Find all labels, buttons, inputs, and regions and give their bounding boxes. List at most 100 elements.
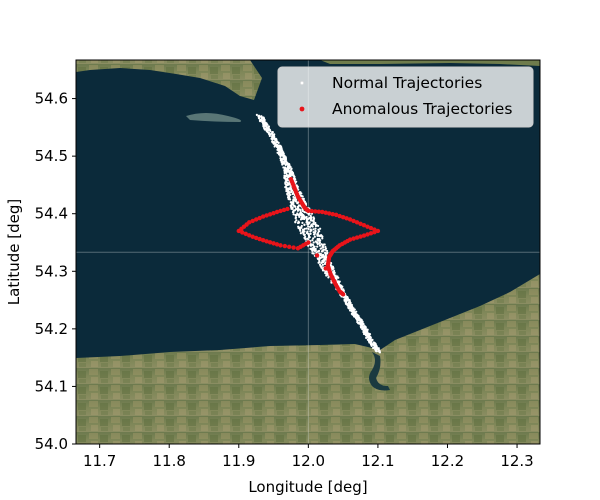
- normal-point: [375, 350, 377, 352]
- normal-point: [313, 241, 315, 243]
- normal-point: [302, 195, 304, 197]
- normal-point: [294, 221, 296, 223]
- normal-point: [326, 250, 328, 252]
- normal-point: [259, 120, 261, 122]
- anomalous-point: [283, 244, 287, 248]
- normal-point: [292, 213, 294, 215]
- normal-point: [285, 163, 287, 165]
- normal-point: [302, 210, 304, 212]
- normal-point: [309, 233, 311, 235]
- normal-point: [268, 125, 270, 127]
- normal-point: [321, 237, 323, 239]
- normal-point: [317, 262, 319, 264]
- normal-point: [263, 125, 265, 127]
- normal-point: [365, 326, 367, 328]
- normal-point: [307, 228, 309, 230]
- normal-point: [366, 331, 368, 333]
- normal-point: [371, 345, 373, 347]
- normal-point: [297, 210, 299, 212]
- normal-point: [320, 248, 322, 250]
- normal-point: [324, 263, 326, 265]
- normal-point: [327, 276, 329, 278]
- legend-label-normal: Normal Trajectories: [332, 74, 482, 92]
- normal-point: [286, 189, 288, 191]
- normal-point: [296, 202, 298, 204]
- normal-point: [319, 245, 321, 247]
- anomalous-point: [332, 279, 336, 283]
- normal-point: [315, 240, 317, 242]
- normal-point: [324, 272, 326, 274]
- y-tick-label-1: 54.1: [35, 377, 68, 395]
- normal-point: [295, 217, 297, 219]
- normal-point: [319, 235, 321, 237]
- x-axis-label: Longitude [deg]: [248, 478, 367, 496]
- normal-point: [280, 160, 282, 162]
- normal-point: [278, 149, 280, 151]
- normal-point: [314, 236, 316, 238]
- normal-point: [305, 238, 307, 240]
- normal-point: [300, 232, 302, 234]
- x-tick-label-3: 12.0: [292, 452, 325, 470]
- normal-point: [313, 231, 315, 233]
- normal-point: [314, 227, 316, 229]
- x-tick-label-6: 12.3: [500, 452, 533, 470]
- normal-point: [266, 123, 268, 125]
- anomalous-point: [287, 245, 291, 249]
- normal-point: [301, 222, 303, 224]
- anomalous-point: [285, 207, 289, 211]
- normal-point: [299, 230, 301, 232]
- x-tick-label-2: 11.9: [222, 452, 255, 470]
- x-tick-label-1: 11.8: [153, 452, 186, 470]
- anomalous-point: [291, 245, 295, 249]
- normal-point: [292, 210, 294, 212]
- anomalous-point: [315, 253, 319, 257]
- x-tick-label-5: 12.2: [431, 452, 464, 470]
- normal-point: [292, 193, 294, 195]
- normal-point: [269, 130, 271, 132]
- y-tick-label-4: 54.4: [35, 205, 68, 223]
- normal-point: [300, 218, 302, 220]
- normal-point: [283, 163, 285, 165]
- normal-point: [297, 222, 299, 224]
- normal-point: [355, 316, 357, 318]
- legend-marker-anomalous: [300, 107, 305, 112]
- normal-point: [294, 178, 296, 180]
- legend-label-anomalous: Anomalous Trajectories: [332, 100, 512, 118]
- anomalous-point: [341, 292, 345, 296]
- normal-point: [331, 268, 333, 270]
- y-tick-label-3: 54.3: [35, 262, 68, 280]
- normal-point: [289, 198, 291, 200]
- y-tick-label-2: 54.2: [35, 320, 68, 338]
- x-axis: 11.7 11.8 11.9 12.0 12.1 12.2 12.3: [83, 444, 534, 470]
- normal-point: [313, 250, 315, 252]
- x-tick-label-4: 12.1: [361, 452, 394, 470]
- y-axis-label: Latitude [deg]: [5, 199, 23, 305]
- normal-point: [317, 243, 319, 245]
- normal-point: [316, 246, 318, 248]
- normal-point: [287, 184, 289, 186]
- normal-point: [321, 250, 323, 252]
- y-tick-label-6: 54.6: [35, 90, 68, 108]
- normal-point: [297, 214, 299, 216]
- legend-marker-normal: [300, 81, 303, 84]
- normal-point: [294, 206, 296, 208]
- normal-point: [303, 224, 305, 226]
- normal-point: [295, 214, 297, 216]
- normal-point: [306, 232, 308, 234]
- normal-point: [308, 236, 310, 238]
- x-tick-label-0: 11.7: [83, 452, 116, 470]
- normal-point: [349, 307, 351, 309]
- normal-point: [298, 216, 300, 218]
- normal-point: [258, 117, 260, 119]
- normal-point: [308, 213, 310, 215]
- normal-point: [312, 225, 314, 227]
- normal-point: [311, 239, 313, 241]
- normal-point: [306, 223, 308, 225]
- normal-point: [317, 225, 319, 227]
- normal-point: [311, 250, 313, 252]
- normal-point: [379, 351, 381, 353]
- normal-point: [269, 135, 271, 137]
- normal-point: [365, 337, 367, 339]
- normal-point: [358, 322, 360, 324]
